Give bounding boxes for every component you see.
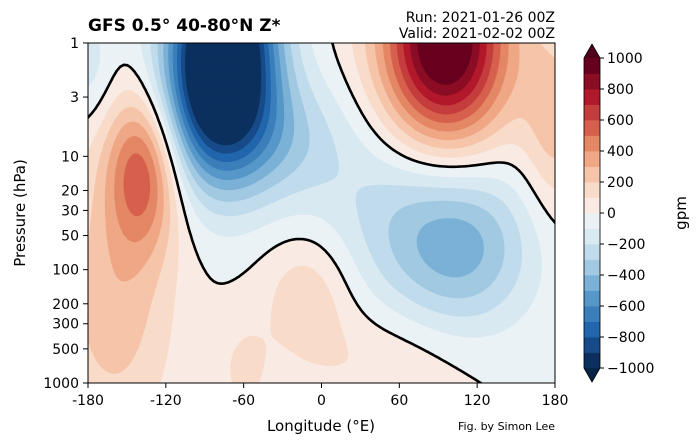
x-tick-label: -120 — [150, 393, 182, 409]
colorbar: −1000 −800 −600 −400 −200 0 200 400 600 800 1000 — [583, 43, 654, 383]
colorbar-segment — [584, 151, 600, 167]
colorbar-segment — [584, 73, 600, 90]
y-axis: 1 3 10 20 30 50 100 200 300 500 1000 — [43, 36, 88, 392]
colorbar-label: gpm — [672, 196, 690, 230]
colorbar-under-arrow — [584, 368, 600, 382]
x-axis-label: Longitude (°E) — [267, 417, 375, 435]
colorbar-segment — [584, 182, 600, 198]
colorbar-segment — [584, 321, 600, 338]
colorbar-tick-label: −800 — [607, 330, 645, 346]
colorbar-tick-label: 800 — [607, 82, 634, 98]
x-tick-label: 60 — [390, 393, 408, 409]
x-tick-label: 0 — [317, 393, 326, 409]
y-tick-label: 20 — [61, 183, 79, 199]
colorbar-segment — [584, 259, 600, 276]
y-tick-label: 50 — [61, 229, 79, 245]
y-tick-label: 200 — [52, 297, 79, 313]
contour-band — [123, 43, 501, 217]
y-tick-label: 100 — [52, 263, 79, 279]
colorbar-tick-label: 0 — [607, 206, 616, 222]
colorbar-segment — [584, 58, 600, 74]
colorbar-segment — [584, 213, 600, 229]
contour-band — [409, 43, 480, 96]
contour-band — [88, 43, 543, 339]
contour-band — [417, 43, 473, 85]
colorbar-segment — [584, 120, 600, 136]
y-tick-label: 30 — [61, 203, 79, 219]
colorbar-segment — [584, 166, 600, 183]
colorbar-segment — [584, 352, 600, 369]
colorbar-segment — [584, 135, 600, 152]
colorbar-segment — [584, 197, 600, 214]
y-tick-label: 500 — [52, 342, 79, 358]
contour-band — [396, 43, 494, 115]
x-axis: -180 -120 -60 0 60 120 180 — [72, 383, 568, 409]
plot-area — [88, 43, 555, 383]
colorbar-tick-label: 400 — [607, 144, 634, 160]
colorbar-over-arrow — [584, 44, 600, 58]
x-tick-label: 120 — [464, 393, 491, 409]
x-tick-label: 180 — [542, 393, 569, 409]
valid-label: Valid: 2021-02-02 00Z — [399, 26, 555, 42]
y-tick-label: 1000 — [43, 376, 79, 392]
y-axis-label: Pressure (hPa) — [11, 159, 29, 267]
colorbar-segment — [584, 228, 600, 245]
colorbar-segment — [584, 337, 600, 353]
contour-band — [88, 43, 555, 374]
y-tick-label: 300 — [52, 317, 79, 333]
colorbar-segment — [584, 104, 600, 121]
x-tick-label: -180 — [72, 393, 104, 409]
colorbar-segment — [584, 306, 600, 322]
y-tick-label: 3 — [70, 90, 79, 106]
y-tick-label: 10 — [61, 149, 79, 165]
colorbar-tick-label: −200 — [607, 237, 645, 253]
colorbar-tick-label: −600 — [607, 299, 645, 315]
colorbar-segment — [584, 275, 600, 291]
colorbar-segment — [584, 290, 600, 307]
colorbar-tick-label: 200 — [607, 175, 634, 191]
x-tick-label: -60 — [232, 393, 255, 409]
colorbar-segment — [584, 244, 600, 260]
contour-fill-layers — [88, 43, 555, 383]
colorbar-tick-label: 600 — [607, 113, 634, 129]
y-tick-label: 1 — [70, 36, 79, 52]
contour-band — [156, 43, 506, 299]
colorbar-segment — [584, 89, 600, 105]
chart-title: GFS 0.5° 40-80°N Z* — [88, 16, 281, 36]
contour-band — [184, 43, 262, 146]
colorbar-tick-label: −400 — [607, 268, 645, 284]
figure-credit: Fig. by Simon Lee — [458, 420, 555, 433]
run-label: Run: 2021-01-26 00Z — [406, 10, 555, 26]
colorbar-tick-label: 1000 — [607, 51, 643, 67]
colorbar-tick-label: −1000 — [607, 361, 654, 377]
